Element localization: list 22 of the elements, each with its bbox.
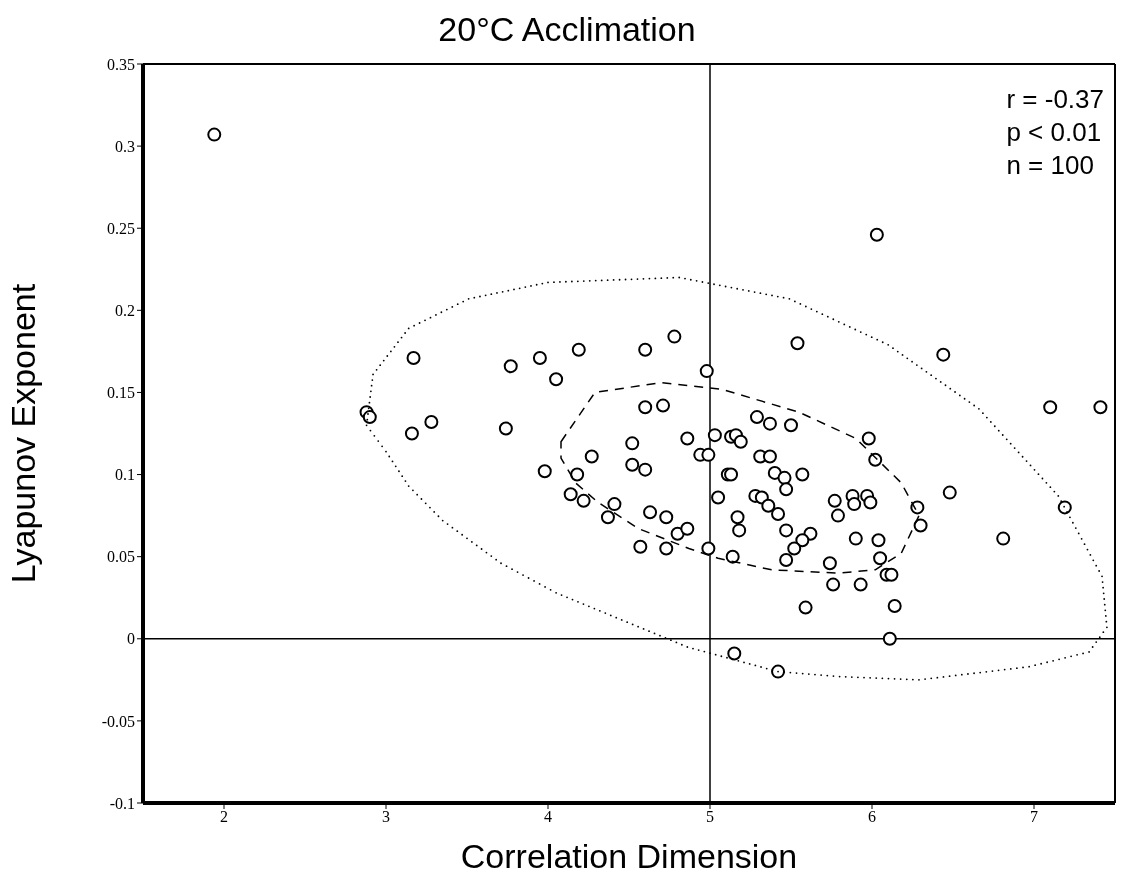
y-tick-label: 0.05: [107, 548, 135, 566]
y-tick-label: 0.3: [115, 137, 135, 155]
x-tick-label: 7: [1030, 808, 1038, 826]
y-tick-label: -0.05: [101, 712, 135, 730]
x-tick-label: 2: [220, 808, 228, 826]
y-tick-label: 0.25: [107, 219, 135, 237]
y-tick-label: 0: [127, 630, 135, 648]
x-tick-label: 4: [544, 808, 552, 826]
y-tick-label: 0.2: [115, 302, 135, 320]
annotation: p < 0.01: [1006, 116, 1103, 149]
x-tick-label: 3: [382, 808, 390, 826]
x-tick-label: 6: [868, 808, 876, 826]
y-tick-label: -0.1: [109, 794, 135, 812]
chart-title: 20°C Acclimation: [437, 10, 697, 49]
y-tick-label: 0.35: [107, 55, 135, 73]
x-axis-title: Correlation Dimension: [460, 837, 798, 875]
y-axis-title: Lyapunov Exponent: [4, 283, 43, 584]
annotation: n = 100: [1006, 149, 1095, 182]
x-tick-label: 5: [706, 808, 714, 826]
annotation: r = -0.37: [1006, 83, 1104, 116]
y-tick-label: 0.15: [107, 384, 135, 402]
y-tick-label: 0.1: [115, 466, 135, 484]
